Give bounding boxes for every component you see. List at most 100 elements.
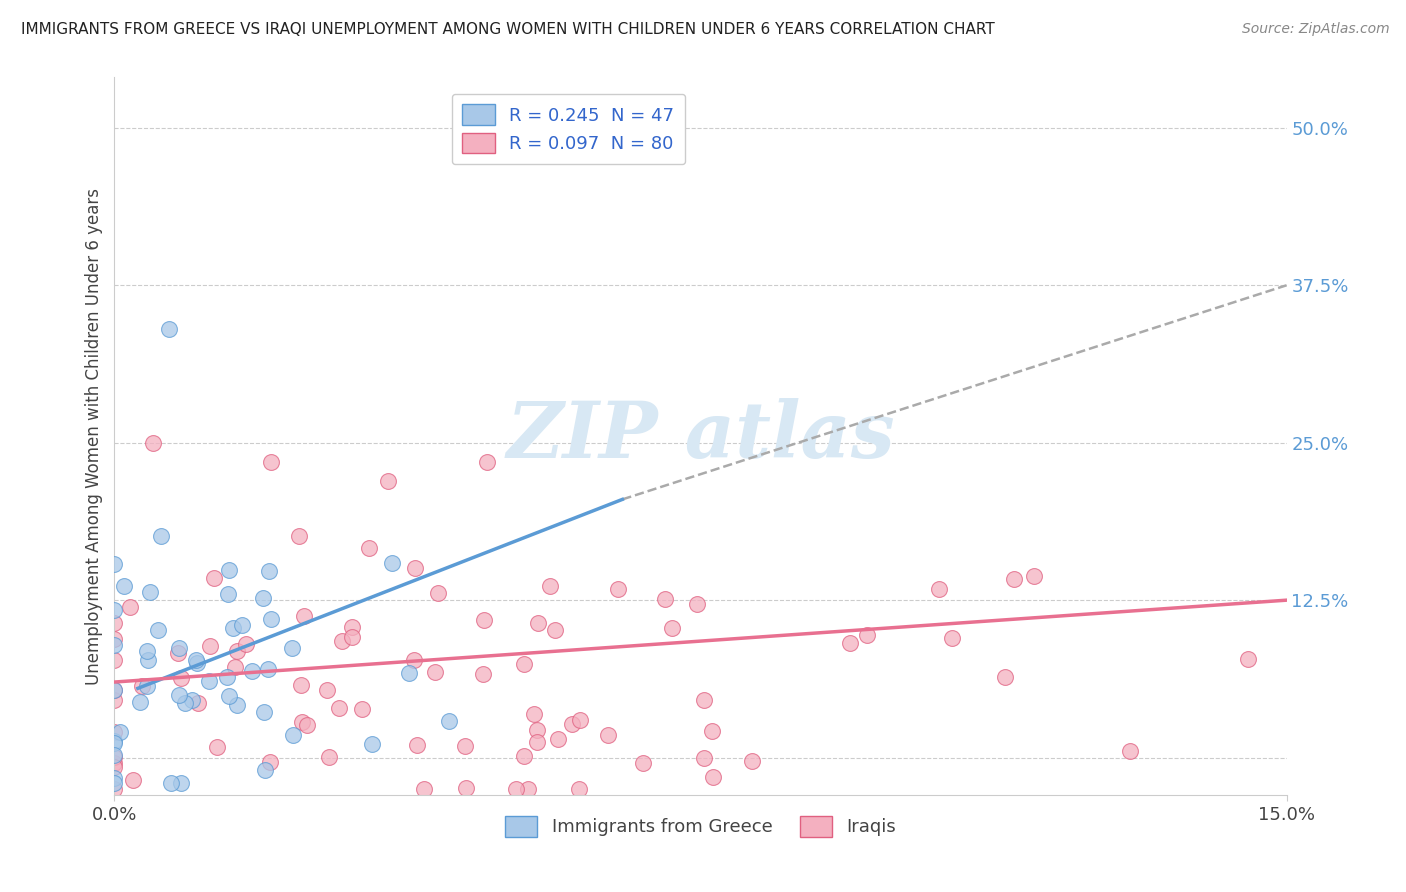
Point: [166, 646, 188, 660]
Point: [295, 718, 318, 732]
Point: [136, 644, 159, 658]
Point: [173, 696, 195, 710]
Point: [544, 623, 567, 637]
Point: [513, 657, 536, 671]
Point: [205, 740, 228, 755]
Point: [181, 692, 204, 706]
Point: [342, 620, 364, 634]
Point: [856, 627, 879, 641]
Point: [187, 696, 209, 710]
Point: [377, 474, 399, 488]
Point: [700, 724, 723, 739]
Point: [186, 656, 208, 670]
Point: [103, 615, 125, 630]
Point: [596, 728, 619, 742]
Point: [122, 772, 145, 787]
Point: [224, 659, 246, 673]
Point: [606, 582, 628, 596]
Point: [136, 679, 159, 693]
Point: [340, 630, 363, 644]
Point: [103, 558, 125, 572]
Point: [1024, 569, 1046, 583]
Point: [257, 564, 280, 578]
Point: [118, 599, 141, 614]
Point: [259, 755, 281, 769]
Point: [290, 678, 312, 692]
Point: [215, 670, 238, 684]
Point: [471, 667, 494, 681]
Point: [405, 738, 427, 752]
Point: [281, 640, 304, 655]
Point: [253, 763, 276, 777]
Point: [108, 724, 131, 739]
Point: [633, 756, 655, 770]
Text: ZIP atlas: ZIP atlas: [506, 398, 894, 475]
Point: [523, 706, 546, 721]
Point: [330, 633, 353, 648]
Point: [225, 698, 247, 712]
Point: [142, 435, 165, 450]
Point: [693, 693, 716, 707]
Point: [103, 747, 125, 762]
Point: [256, 663, 278, 677]
Point: [231, 617, 253, 632]
Point: [103, 653, 125, 667]
Point: [398, 665, 420, 680]
Point: [288, 529, 311, 543]
Point: [186, 652, 208, 666]
Point: [169, 671, 191, 685]
Point: [527, 615, 550, 630]
Point: [150, 528, 173, 542]
Point: [146, 623, 169, 637]
Point: [328, 701, 350, 715]
Point: [526, 723, 548, 737]
Point: [839, 636, 862, 650]
Point: [538, 579, 561, 593]
Point: [693, 751, 716, 765]
Point: [103, 638, 125, 652]
Point: [103, 603, 125, 617]
Point: [941, 631, 963, 645]
Point: [547, 731, 569, 746]
Point: [157, 322, 180, 336]
Point: [505, 782, 527, 797]
Point: [425, 665, 447, 679]
Point: [526, 735, 548, 749]
Point: [1002, 572, 1025, 586]
Point: [281, 728, 304, 742]
Point: [260, 612, 283, 626]
Point: [315, 682, 337, 697]
Point: [661, 621, 683, 635]
Point: [654, 592, 676, 607]
Point: [222, 622, 245, 636]
Point: [198, 640, 221, 654]
Point: [253, 705, 276, 719]
Point: [217, 587, 239, 601]
Point: [426, 586, 449, 600]
Point: [103, 632, 125, 647]
Point: [128, 695, 150, 709]
Point: [103, 725, 125, 739]
Point: [103, 756, 125, 770]
Point: [260, 455, 283, 469]
Point: [218, 689, 240, 703]
Point: [103, 693, 125, 707]
Point: [404, 561, 426, 575]
Point: [103, 682, 125, 697]
Point: [474, 613, 496, 627]
Point: [131, 680, 153, 694]
Point: [318, 749, 340, 764]
Text: Source: ZipAtlas.com: Source: ZipAtlas.com: [1241, 22, 1389, 37]
Point: [454, 739, 477, 753]
Point: [361, 738, 384, 752]
Point: [103, 782, 125, 797]
Point: [381, 556, 404, 570]
Point: [170, 776, 193, 790]
Point: [160, 776, 183, 790]
Point: [928, 582, 950, 596]
Point: [202, 571, 225, 585]
Point: [741, 754, 763, 768]
Point: [197, 673, 219, 688]
Point: [456, 780, 478, 795]
Point: [291, 714, 314, 729]
